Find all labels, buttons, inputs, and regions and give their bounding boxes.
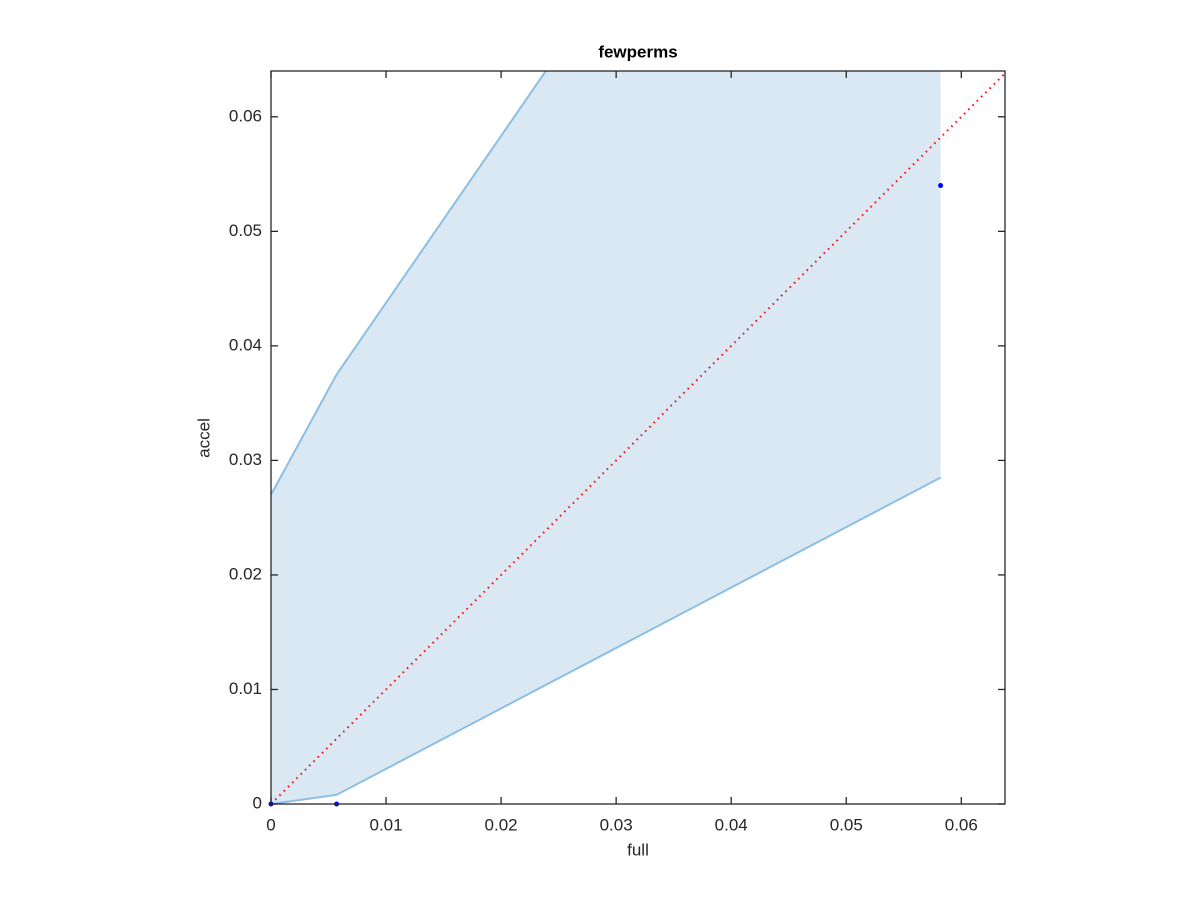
y-tick-label: 0.06 xyxy=(229,106,262,125)
x-tick-label: 0.04 xyxy=(715,815,748,834)
x-tick-label: 0.03 xyxy=(600,815,633,834)
x-tick-label: 0 xyxy=(266,815,275,834)
y-tick-label: 0.02 xyxy=(229,564,262,583)
chart-title: fewperms xyxy=(598,42,677,61)
data-point xyxy=(938,183,944,189)
x-tick-label: 0.01 xyxy=(370,815,403,834)
x-tick-label: 0.06 xyxy=(945,815,978,834)
y-tick-label: 0 xyxy=(253,793,262,812)
y-tick-label: 0.05 xyxy=(229,221,262,240)
band-upper-edge xyxy=(271,71,548,496)
y-tick-label: 0.01 xyxy=(229,679,262,698)
y-tick-label: 0.03 xyxy=(229,450,262,469)
x-axis-label: full xyxy=(627,840,649,859)
x-tick-label: 0.02 xyxy=(485,815,518,834)
y-tick-label: 0.04 xyxy=(229,335,262,354)
y-axis-label: accel xyxy=(194,418,213,458)
band-lower-edge xyxy=(271,476,942,804)
x-tick-label: 0.05 xyxy=(830,815,863,834)
confidence-band xyxy=(271,71,941,804)
axes-box xyxy=(270,70,1006,805)
plot-area xyxy=(271,71,1005,804)
